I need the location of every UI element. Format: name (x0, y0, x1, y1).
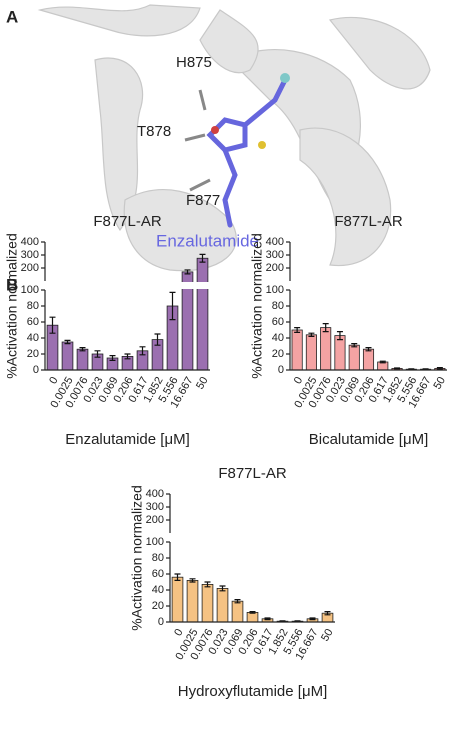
error-bar (365, 347, 372, 352)
x-tick-label: 0 (172, 627, 185, 638)
y-tick-label: 100 (21, 284, 39, 296)
bar (76, 348, 89, 371)
error-bar (379, 360, 386, 364)
error-bar (174, 573, 181, 581)
bar (291, 329, 303, 371)
y-tick-label: 400 (266, 236, 284, 248)
y-tick-label: 400 (146, 488, 164, 500)
y-tick-label: 400 (21, 236, 39, 248)
error-bar (394, 367, 401, 370)
bar (216, 588, 229, 623)
error-bar (109, 355, 116, 361)
residue-label: H875 (176, 54, 212, 71)
error-bar (351, 343, 358, 348)
error-bar (249, 611, 256, 614)
y-axis-label: %Activation normalized (4, 233, 20, 379)
y-tick-label: 40 (272, 332, 284, 344)
error-bar (309, 617, 316, 621)
error-bar (124, 353, 131, 360)
x-axis-label: Hydroxyflutamide [μM] (178, 683, 328, 700)
y-tick-label: 0 (278, 364, 284, 376)
bar (362, 348, 375, 371)
error-bar (436, 367, 443, 370)
y-tick-label: 100 (266, 284, 284, 296)
error-bar (264, 617, 271, 621)
error-bar (204, 581, 211, 588)
error-bar (219, 585, 226, 592)
y-tick-label: 80 (27, 300, 39, 312)
chart-title: F877L-AR (93, 213, 162, 230)
chart-title: F877L-AR (218, 465, 287, 482)
bar (196, 257, 209, 371)
ligand-label: Enzalutamide (156, 231, 259, 250)
bar (246, 612, 259, 623)
y-tick-label: 60 (27, 316, 39, 328)
residue-label: T878 (137, 123, 171, 140)
axis-break (43, 282, 212, 289)
error-bar (308, 332, 315, 337)
y-tick-label: 20 (152, 600, 164, 612)
y-tick-label: 40 (152, 584, 164, 596)
panel-label: B (6, 275, 18, 294)
error-bar (189, 578, 196, 583)
x-axis-label: Bicalutamide [μM] (309, 431, 429, 448)
bar (171, 576, 184, 623)
bar (320, 327, 332, 371)
y-tick-label: 200 (146, 514, 164, 526)
protein-structure (37, 4, 431, 272)
bar (201, 584, 214, 623)
error-bar (154, 333, 161, 346)
x-tick-label: 50 (194, 375, 211, 392)
y-tick-label: 100 (146, 536, 164, 548)
error-bar (336, 331, 343, 341)
error-bar (184, 269, 191, 275)
y-tick-label: 0 (33, 364, 39, 376)
error-bar (199, 253, 206, 263)
y-tick-label: 300 (146, 501, 164, 513)
error-bar (294, 327, 301, 333)
bar (348, 344, 360, 371)
axis-break (168, 534, 337, 541)
y-axis-label: %Activation normalized (129, 485, 145, 631)
axis-break (288, 282, 449, 289)
y-tick-label: 200 (21, 262, 39, 274)
bar (61, 341, 74, 371)
x-tick-label: 50 (431, 375, 448, 392)
error-bar (324, 611, 331, 616)
y-tick-label: 40 (27, 332, 39, 344)
error-bar (79, 347, 86, 352)
error-bar (94, 350, 101, 358)
bar (305, 334, 317, 371)
y-tick-label: 0 (158, 616, 164, 628)
x-axis-label: Enzalutamide [μM] (65, 431, 190, 448)
y-tick-label: 300 (21, 249, 39, 261)
error-bar (169, 291, 176, 321)
error-bar (64, 339, 71, 345)
panel-label: A (6, 7, 18, 26)
residue-label: F877 (186, 192, 220, 209)
error-bar (49, 316, 56, 334)
y-tick-label: 80 (152, 552, 164, 564)
chart-title: F877L-AR (334, 213, 403, 230)
bar (186, 580, 199, 623)
bar (231, 600, 244, 623)
x-tick-label: 0 (47, 375, 60, 386)
y-tick-label: 300 (266, 249, 284, 261)
y-tick-label: 20 (272, 348, 284, 360)
y-tick-label: 200 (266, 262, 284, 274)
bar (334, 335, 346, 371)
y-axis-label: %Activation normalized (249, 233, 265, 379)
y-tick-label: 60 (272, 316, 284, 328)
error-bar (322, 323, 329, 333)
x-tick-label: 0 (292, 375, 305, 386)
error-bar (139, 346, 146, 356)
y-tick-label: 80 (272, 300, 284, 312)
x-tick-label: 50 (319, 627, 336, 644)
y-tick-label: 20 (27, 348, 39, 360)
error-bar (234, 599, 241, 604)
y-tick-label: 60 (152, 568, 164, 580)
